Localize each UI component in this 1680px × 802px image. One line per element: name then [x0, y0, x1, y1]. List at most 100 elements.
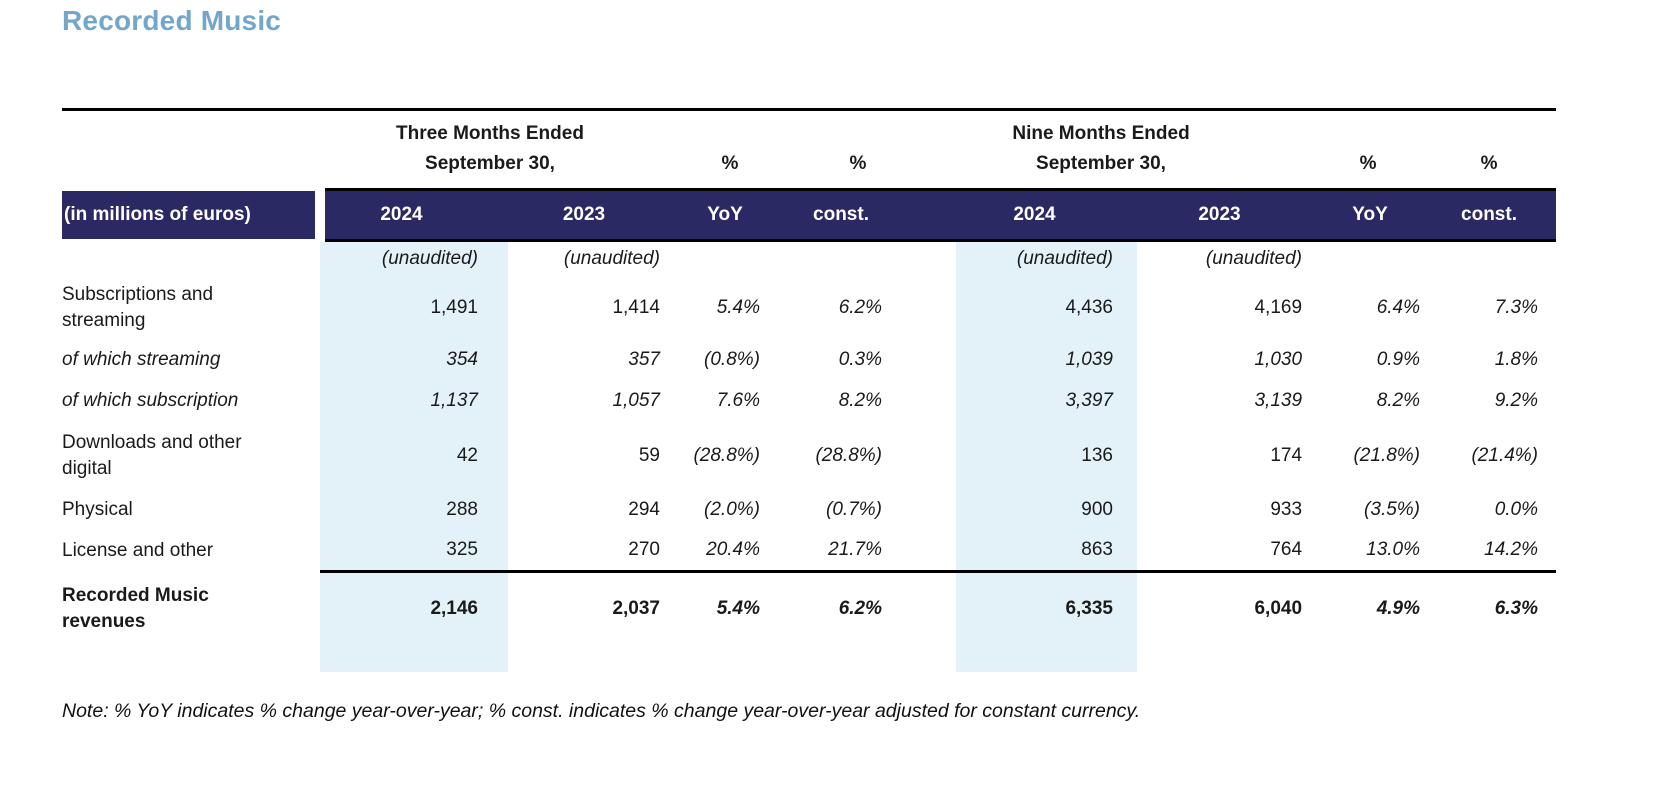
- cell-3m-2024: 325: [320, 530, 508, 572]
- cell-3m-2024: 2,146: [320, 570, 508, 646]
- cell-9m-yoy: 13.0%: [1366, 539, 1421, 561]
- cell-3m-yoy: 7.6%: [716, 390, 760, 411]
- cell-3m-const: 6.2%: [838, 297, 882, 318]
- cell-3m-yoy: (0.8%): [704, 349, 760, 370]
- cell-3m-2023: 357: [628, 349, 660, 370]
- cell-9m-2023: 1,030: [1254, 349, 1303, 370]
- pct-const-9m-header: %: [1440, 108, 1557, 190]
- cell-9m-2024: 136: [956, 421, 1137, 490]
- cell-3m-yoy: (28.8%): [693, 444, 760, 466]
- table-container: Three Months Ended September 30, % % Nin…: [62, 108, 1557, 672]
- col-header-9m-2023: 2023: [1137, 188, 1321, 242]
- cell-9m-2023: 4,169: [1254, 297, 1303, 318]
- cell-3m-const: 8.2%: [838, 390, 882, 411]
- cell-3m-2023: 294: [628, 499, 660, 520]
- nine-months-group-header: Nine Months Ended September 30,: [956, 108, 1321, 190]
- three-months-group-header: Three Months Ended September 30,: [320, 108, 690, 190]
- cell-9m-yoy: 4.9%: [1320, 570, 1441, 646]
- unaudited-3m-2023: (unaudited): [563, 248, 660, 270]
- row-label: of which subscription: [62, 390, 239, 412]
- nine-months-line2: September 30,: [1036, 153, 1166, 174]
- cell-9m-2023: 933: [1270, 499, 1303, 520]
- cell-3m-2024: 1,137: [320, 380, 508, 422]
- period-group-header-row: Three Months Ended September 30, % % Nin…: [62, 108, 1557, 190]
- cell-3m-yoy: 5.4%: [690, 570, 800, 646]
- cell-3m-yoy: 5.4%: [716, 297, 760, 318]
- cell-9m-const: 9.2%: [1494, 390, 1539, 411]
- unaudited-row: (unaudited) (unaudited) (unaudited) (una…: [62, 240, 1556, 277]
- cell-9m-yoy: 6.4%: [1376, 297, 1421, 318]
- cell-9m-yoy: (21.8%): [1353, 444, 1421, 466]
- cell-9m-2024: 3,397: [956, 380, 1137, 422]
- row-label: License and other: [62, 540, 214, 562]
- row-label: Physical: [62, 499, 133, 521]
- footnote: Note: % YoY indicates % change year-over…: [62, 700, 1141, 722]
- cell-9m-const: 7.3%: [1494, 297, 1539, 318]
- col-header-9m-2024: 2024: [956, 188, 1137, 242]
- row-label: Subscriptions and streaming: [62, 284, 214, 331]
- table-row-of-which-streaming: of which streaming 354 357 (0.8%) 0.3% 1…: [62, 339, 1556, 381]
- table-row-total-revenues: Recorded Music revenues 2,146 2,037 5.4%…: [62, 570, 1557, 646]
- cell-3m-const: (28.8%): [815, 444, 882, 466]
- pct-yoy-9m-header: %: [1320, 108, 1441, 190]
- cell-9m-2023: 174: [1270, 444, 1303, 466]
- table-row-downloads-other-digital: Downloads and other digital 42 59 (28.8%…: [62, 421, 1556, 490]
- unaudited-9m-2023: (unaudited): [1205, 248, 1303, 270]
- cell-9m-2024: 1,039: [956, 339, 1137, 381]
- units-header: (in millions of euros): [62, 188, 320, 242]
- cell-3m-2024: 1,491: [320, 276, 508, 340]
- cell-3m-yoy: 20.4%: [706, 539, 760, 561]
- col-header-3m-2024: 2024: [315, 188, 508, 242]
- cell-9m-const: 6.3%: [1440, 570, 1557, 646]
- empty-corner-cell: [62, 108, 320, 190]
- recorded-music-table: Three Months Ended September 30, % % Nin…: [62, 108, 1557, 672]
- row-label: Downloads and other digital: [62, 431, 242, 479]
- pct-const-3m-header: %: [800, 108, 956, 190]
- table-row-of-which-subscription: of which subscription 1,137 1,057 7.6% 8…: [62, 380, 1556, 422]
- unaudited-3m-2024: (unaudited): [320, 240, 508, 277]
- cell-3m-2023: 59: [638, 444, 660, 466]
- cell-3m-2024: 288: [320, 489, 508, 531]
- cell-3m-const: 6.2%: [800, 570, 956, 646]
- highlight-band-tail-row: [62, 645, 1556, 672]
- three-months-line1: Three Months Ended: [396, 123, 584, 144]
- cell-9m-const: (21.4%): [1471, 444, 1539, 466]
- table-row-subscriptions-streaming: Subscriptions and streaming 1,491 1,414 …: [62, 276, 1556, 340]
- cell-9m-2024: 863: [956, 530, 1137, 572]
- cell-9m-2023: 6,040: [1137, 570, 1321, 646]
- cell-9m-yoy: 0.9%: [1376, 349, 1421, 370]
- col-header-9m-yoy: YoY: [1320, 188, 1441, 242]
- unaudited-9m-2024: (unaudited): [956, 240, 1137, 277]
- col-header-3m-yoy: YoY: [690, 188, 800, 242]
- cell-3m-const: 21.7%: [828, 539, 882, 561]
- cell-3m-2024: 42: [320, 421, 508, 490]
- col-header-3m-const: const.: [800, 188, 956, 242]
- cell-9m-yoy: 8.2%: [1376, 390, 1421, 411]
- cell-9m-2023: 764: [1270, 539, 1303, 561]
- pct-yoy-3m-header: %: [690, 108, 800, 190]
- cell-9m-const: 1.8%: [1494, 349, 1539, 370]
- col-header-9m-const: const.: [1440, 188, 1557, 242]
- cell-9m-2024: 900: [956, 489, 1137, 531]
- table-row-license-other: License and other 325 270 20.4% 21.7% 86…: [62, 530, 1556, 572]
- cell-9m-const: 14.2%: [1484, 539, 1539, 561]
- cell-3m-2023: 1,414: [612, 297, 660, 318]
- cell-3m-2023: 1,057: [612, 390, 660, 411]
- cell-3m-yoy: (2.0%): [704, 499, 760, 520]
- row-label: Recorded Music revenues: [62, 584, 209, 632]
- nine-months-line1: Nine Months Ended: [1012, 123, 1190, 144]
- table-row-physical: Physical 288 294 (2.0%) (0.7%) 900 933 (…: [62, 489, 1556, 531]
- column-header-row: (in millions of euros) 2024 2023 YoY con…: [62, 188, 1557, 242]
- cell-9m-2023: 3,139: [1254, 390, 1303, 411]
- three-months-line2: September 30,: [425, 153, 555, 174]
- col-header-3m-2023: 2023: [508, 188, 690, 242]
- page-title: Recorded Music: [62, 5, 282, 36]
- row-label: of which streaming: [62, 349, 221, 371]
- cell-3m-const: 0.3%: [838, 349, 882, 370]
- cell-3m-2023: 2,037: [508, 570, 690, 646]
- cell-9m-yoy: (3.5%): [1364, 499, 1421, 520]
- row-label: [62, 241, 320, 277]
- cell-3m-2023: 270: [628, 539, 660, 561]
- cell-3m-const: (0.7%): [826, 499, 882, 520]
